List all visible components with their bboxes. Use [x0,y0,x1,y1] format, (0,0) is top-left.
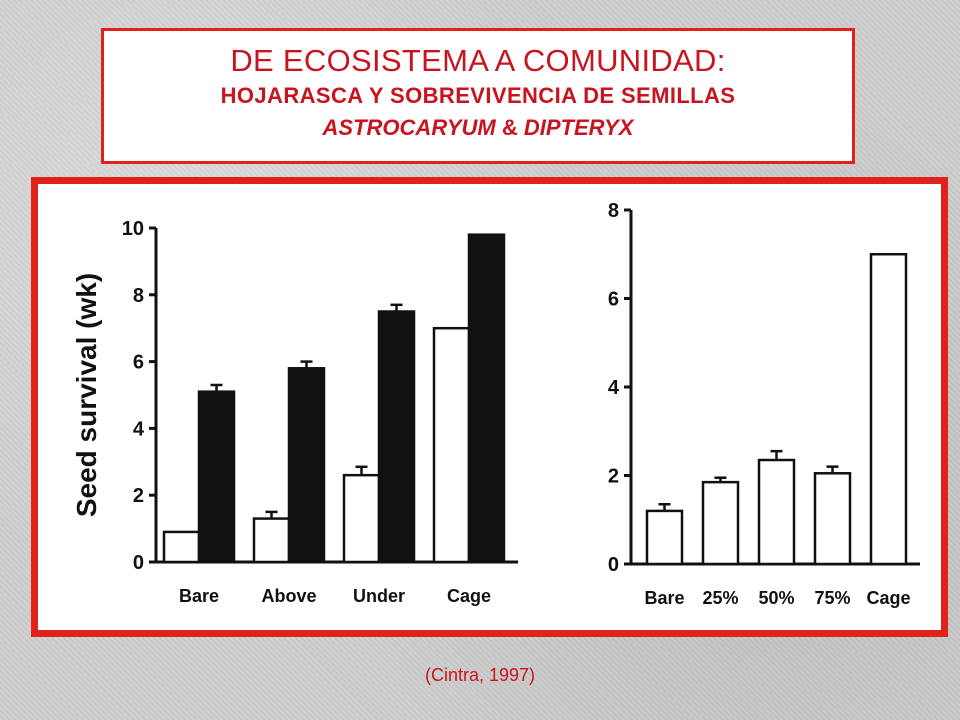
x-tick-label: 25% [702,588,738,608]
bar [162,530,201,564]
bar [467,233,506,564]
slide-subtitle: HOJARASCA Y SOBREVIVENCIA DE SEMILLAS [220,83,736,108]
y-tick-label: 0 [133,552,144,574]
y-tick-label: 0 [608,554,619,576]
species-astrocaryum: ASTROCARYUM [322,115,496,140]
y-tick-label: 8 [608,200,619,222]
species-dipteryx: DIPTERYX [523,115,634,140]
y-axis-label: Seed survival (wk) [71,273,102,517]
figure-frame: 0 2 4 6 8 10 Bare Above Under Cage Seed survival (… [31,177,948,637]
bar [645,509,684,566]
y-tick-label: 4 [608,377,620,399]
x-tick-label: Cage [866,588,910,608]
title-box: DE ECOSISTEMA A COMUNIDAD: HOJARASCA Y S… [101,28,855,164]
y-tick-label: 4 [133,418,145,440]
x-tick-label: 75% [814,588,850,608]
bar [287,367,326,564]
species-line: ASTROCARYUM & DIPTERYX [104,115,852,141]
x-tick-label: Cage [447,586,491,606]
bar [197,390,236,564]
y-tick-label: 10 [122,218,144,240]
bar [813,472,852,566]
x-tick-label: Bare [179,586,219,606]
y-tick-label: 6 [608,289,619,311]
species-ampersand: & [495,115,524,140]
y-tick-label: 6 [133,352,144,374]
charts-canvas: 0 2 4 6 8 10 Bare Above Under Cage Seed survival (… [71,200,920,608]
x-tick-label: 50% [758,588,794,608]
y-tick-label: 8 [133,285,144,307]
citation: (Cintra, 1997) [424,665,536,685]
y-tick-label: 2 [608,466,619,488]
bar [757,458,796,566]
x-tick-label: Above [261,586,316,606]
slide-title: DE ECOSISTEMA A COMUNIDAD: [230,43,726,78]
x-tick-label: Under [353,586,405,606]
bar [432,326,471,564]
bar [701,480,740,566]
bar [252,517,291,564]
bar [869,253,908,566]
x-tick-label: Bare [644,588,684,608]
bar [377,310,416,564]
y-tick-label: 2 [133,485,144,507]
bar [342,473,381,564]
